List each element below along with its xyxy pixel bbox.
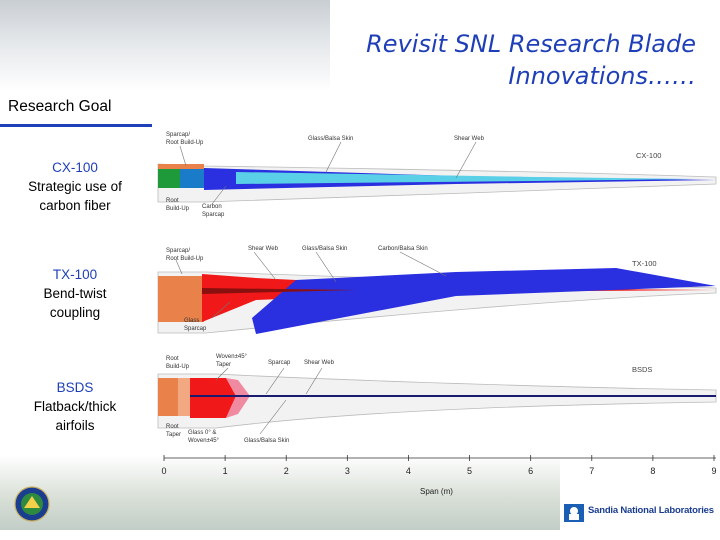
- bsds-label-woven: Woven±45°: [216, 354, 248, 360]
- cx100-callout-carbon: [211, 185, 227, 205]
- bsds-label-glass: Glass/Balsa Skin: [244, 438, 289, 444]
- span-tick-label: 1: [223, 466, 228, 476]
- category-name: BSDS: [56, 380, 94, 395]
- doe-seal-logo: [14, 486, 50, 522]
- sandia-name: Sandia National Laboratories: [588, 505, 714, 516]
- bsds-root-buildup: [158, 378, 178, 416]
- bsds-label-shear: Shear Web: [304, 360, 335, 366]
- category-desc-line: carbon fiber: [39, 198, 111, 213]
- tx100-label-sparcap: Sparcap/: [166, 248, 190, 254]
- tx100-label-glass: Glass/Balsa Skin: [302, 246, 347, 252]
- title-line-1: Revisit SNL Research Blade: [366, 30, 696, 58]
- slide-title: Revisit SNL Research Blade Innovations……: [276, 28, 696, 92]
- cx100-label-root-2: Build-Up: [166, 206, 190, 212]
- blade-diagram: Sparcap/ Root Build-Up Glass/Balsa Skin …: [157, 132, 717, 496]
- bsds-label-woven-2: Taper: [216, 362, 231, 368]
- bsds-callout-sparcap: [265, 367, 285, 395]
- cx100-label-sparcap-2: Root Build-Up: [166, 140, 204, 146]
- tx100-callout-sparcap: [175, 259, 183, 275]
- tx100-label-carbon: Carbon/Balsa Skin: [378, 246, 428, 252]
- cx100-callout-shear: [455, 141, 477, 179]
- footer-landscape: [0, 455, 560, 530]
- span-tick-label: 0: [161, 466, 166, 476]
- cx100-label-shear: Shear Web: [454, 136, 485, 142]
- tx100-callout-carbon: [399, 251, 447, 277]
- bsds-label-glass0: Glass 0° &: [188, 430, 216, 436]
- bsds-label-root-taper: Root: [166, 424, 179, 430]
- bsds-callout-glass: [259, 399, 287, 435]
- category-desc-line: Bend-twist: [43, 286, 107, 301]
- category-desc-line: airfoils: [55, 418, 95, 433]
- bsds-callout-shear: [305, 367, 323, 395]
- cx100-label-glass: Glass/Balsa Skin: [308, 136, 353, 142]
- span-tick-label: 7: [589, 466, 594, 476]
- cx100-blade-name: CX-100: [636, 151, 661, 160]
- span-tick-label: 9: [711, 466, 716, 476]
- cx100-label-carbon: Carbon: [202, 204, 222, 210]
- bsds-outline: [157, 373, 717, 429]
- category-cx100: CX-100 Strategic use of carbon fiber: [4, 158, 146, 215]
- cx100-root-orange: [158, 164, 204, 169]
- tx100-red-tip: [202, 288, 356, 294]
- tx100-label-glass-spar-2: Sparcap: [184, 326, 207, 332]
- tx100-carbon-skin: [252, 268, 716, 334]
- tx100-blade-name: TX-100: [632, 259, 657, 268]
- tx100-label-sparcap-2: Root Build-Up: [166, 256, 204, 262]
- span-tick-label: 3: [345, 466, 350, 476]
- span-tick-label: 6: [528, 466, 533, 476]
- category-bsds: BSDS Flatback/thick airfoils: [4, 378, 146, 435]
- sandia-logo: [564, 504, 584, 522]
- cx100-callout-glass: [325, 141, 342, 173]
- span-tick-label: 5: [467, 466, 472, 476]
- tx100-root-orange: [158, 276, 204, 322]
- bsds-label-sparcap: Sparcap: [268, 360, 291, 366]
- cx100-callout-sparcap: [179, 145, 187, 167]
- bsds-root-taper: [178, 378, 190, 416]
- title-line-2: Innovations……: [508, 62, 696, 90]
- tx100-label-shear: Shear Web: [248, 246, 279, 252]
- bsds-label-glass0-2: Woven±45°: [188, 438, 220, 444]
- category-name: TX-100: [52, 267, 98, 282]
- span-axis-title: Span (m): [420, 487, 453, 496]
- research-goal-heading: Research Goal: [8, 98, 112, 115]
- bsds-label-root-taper-2: Taper: [166, 432, 181, 438]
- cx100-root-buildup: [158, 168, 180, 188]
- cx100-cyan-band: [236, 172, 696, 184]
- tx100-blade: Sparcap/ Root Build-Up Shear Web Glass/B…: [157, 246, 717, 334]
- category-desc-line: Flatback/thick: [33, 399, 117, 414]
- header-photo: [0, 0, 330, 92]
- category-desc-line: coupling: [49, 305, 101, 320]
- tx100-callout-glass: [315, 251, 337, 283]
- cx100-label-root: Root: [166, 198, 179, 204]
- bsds-label-root-2: Build-Up: [166, 364, 190, 370]
- span-tick-label: 2: [284, 466, 289, 476]
- tx100-callout-shear: [253, 251, 277, 281]
- span-tick-label: 4: [406, 466, 411, 476]
- cx100-blade: Sparcap/ Root Build-Up Glass/Balsa Skin …: [157, 132, 717, 218]
- cx100-sparcap-root: [180, 168, 204, 188]
- tx100-label-glass-spar: Glass: [184, 318, 199, 324]
- category-desc-line: Strategic use of: [28, 179, 122, 194]
- category-tx100: TX-100 Bend-twist coupling: [4, 265, 146, 322]
- category-name: CX-100: [52, 160, 98, 175]
- tx100-callout-glass-spar: [211, 301, 231, 319]
- span-tick-label: 8: [650, 466, 655, 476]
- bsds-taper-pink: [226, 378, 250, 418]
- cx100-label-carbon-2: Sparcap: [202, 212, 225, 218]
- span-axis: Span (m) 0 1 2 3 4 5 6 7 8 9: [161, 455, 717, 496]
- bsds-blade: Root Build-Up Woven±45° Taper Sparcap Sh…: [157, 354, 717, 444]
- bsds-blade-name: BSDS: [632, 365, 652, 374]
- bsds-label-root: Root: [166, 356, 179, 362]
- cx100-label-sparcap: Sparcap/: [166, 132, 190, 138]
- bsds-woven-taper: [190, 378, 236, 418]
- heading-underline: [0, 124, 152, 127]
- bsds-callout-woven: [215, 367, 229, 381]
